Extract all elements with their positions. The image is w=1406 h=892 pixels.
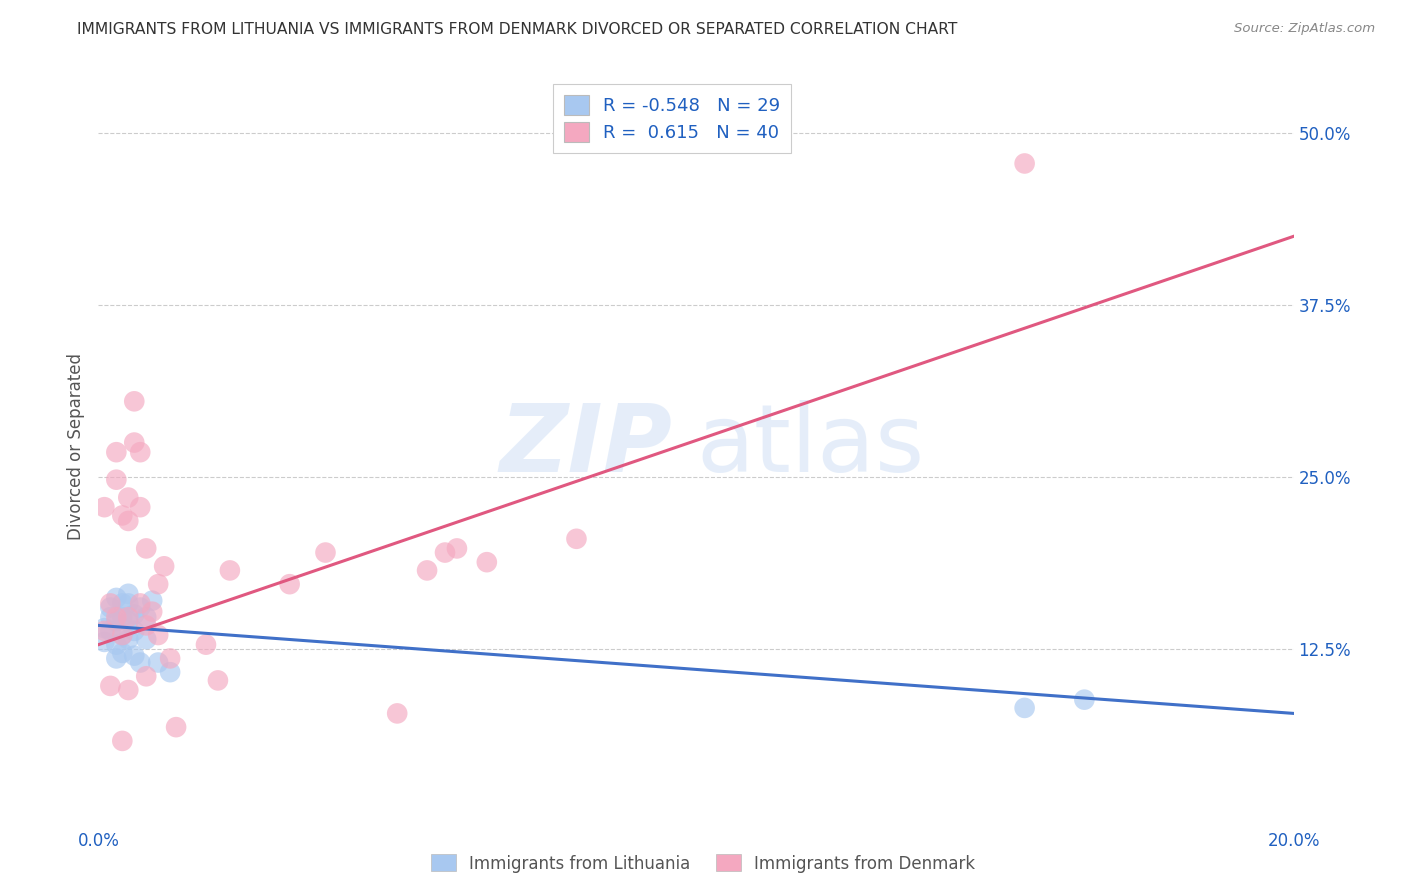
Point [93, 635, 115, 649]
Point [105, 473, 128, 487]
Point [105, 651, 128, 665]
Point [207, 673, 229, 688]
Point [124, 435, 146, 450]
Point [148, 577, 170, 591]
Point [315, 545, 337, 559]
Legend: Immigrants from Lithuania, Immigrants from Denmark: Immigrants from Lithuania, Immigrants fr… [425, 847, 981, 880]
Point [117, 683, 139, 698]
Point [111, 610, 134, 624]
Point [93, 500, 115, 515]
Point [111, 628, 134, 642]
Point [195, 638, 218, 652]
Point [117, 491, 139, 505]
Point [135, 541, 157, 556]
Point [129, 500, 152, 515]
Point [98, 600, 122, 615]
Point [141, 593, 163, 607]
Point [124, 624, 146, 638]
Point [148, 656, 170, 670]
Point [434, 545, 457, 559]
Point [105, 591, 128, 605]
Point [93, 621, 115, 635]
Point [98, 624, 122, 638]
Point [475, 555, 498, 569]
Point [129, 596, 152, 610]
Point [111, 734, 134, 748]
Point [129, 656, 152, 670]
Point [159, 665, 181, 680]
Point [141, 605, 163, 619]
Point [278, 577, 301, 591]
Point [129, 445, 152, 459]
Point [105, 610, 128, 624]
Point [159, 651, 181, 665]
Point [565, 532, 588, 546]
Point [124, 648, 146, 663]
Point [1014, 701, 1036, 715]
Text: atlas: atlas [696, 400, 924, 492]
Point [117, 596, 139, 610]
Text: ZIP: ZIP [499, 400, 672, 492]
Text: IMMIGRANTS FROM LITHUANIA VS IMMIGRANTS FROM DENMARK DIVORCED OR SEPARATED CORRE: IMMIGRANTS FROM LITHUANIA VS IMMIGRANTS … [77, 22, 957, 37]
Point [148, 628, 170, 642]
Point [98, 610, 122, 624]
Point [117, 632, 139, 647]
Text: Source: ZipAtlas.com: Source: ZipAtlas.com [1234, 22, 1375, 36]
Point [135, 618, 157, 632]
Point [111, 628, 134, 642]
Point [111, 646, 134, 660]
Point [105, 638, 128, 652]
Point [111, 596, 134, 610]
Point [446, 541, 468, 556]
Point [124, 607, 146, 622]
Point [416, 563, 439, 577]
Point [219, 563, 242, 577]
Point [135, 610, 157, 624]
Point [135, 632, 157, 647]
Point [124, 394, 146, 409]
Point [117, 610, 139, 624]
Point [1073, 692, 1095, 706]
Point [105, 445, 128, 459]
Point [1014, 156, 1036, 170]
Legend: R = -0.548   N = 29, R =  0.615   N = 40: R = -0.548 N = 29, R = 0.615 N = 40 [553, 84, 792, 153]
Point [129, 600, 152, 615]
Point [98, 596, 122, 610]
Point [111, 508, 134, 523]
Point [165, 720, 187, 734]
Point [153, 559, 176, 574]
Point [117, 587, 139, 601]
Point [117, 514, 139, 528]
Point [385, 706, 409, 721]
Y-axis label: Divorced or Separated: Divorced or Separated [66, 352, 84, 540]
Point [105, 615, 128, 629]
Point [117, 615, 139, 629]
Point [135, 669, 157, 683]
Point [98, 679, 122, 693]
Point [93, 624, 115, 638]
